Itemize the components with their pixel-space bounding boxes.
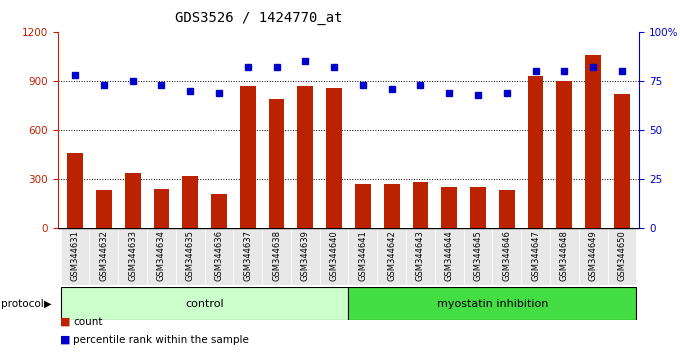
Bar <box>154 189 169 228</box>
Bar <box>550 228 579 285</box>
Bar <box>413 183 428 228</box>
Bar <box>233 228 262 285</box>
Bar <box>406 228 435 285</box>
Bar <box>124 173 141 228</box>
Bar <box>176 228 205 285</box>
Text: GSM344642: GSM344642 <box>387 230 396 281</box>
Bar <box>61 228 90 285</box>
Bar <box>326 87 342 228</box>
Bar <box>67 153 83 228</box>
Text: GDS3526 / 1424770_at: GDS3526 / 1424770_at <box>175 11 342 25</box>
Text: GSM344634: GSM344634 <box>157 230 166 281</box>
Text: myostatin inhibition: myostatin inhibition <box>437 298 548 309</box>
Text: GSM344645: GSM344645 <box>473 230 483 281</box>
Bar <box>607 228 636 285</box>
Bar <box>205 228 233 285</box>
Text: GSM344644: GSM344644 <box>445 230 454 281</box>
Bar <box>262 228 291 285</box>
Bar <box>240 86 256 228</box>
Text: GSM344638: GSM344638 <box>272 230 281 281</box>
Text: protocol: protocol <box>1 298 44 309</box>
Text: GSM344633: GSM344633 <box>128 230 137 281</box>
Text: GSM344635: GSM344635 <box>186 230 194 281</box>
Text: GSM344650: GSM344650 <box>617 230 626 281</box>
Text: count: count <box>73 317 103 327</box>
Bar <box>348 228 377 285</box>
Bar <box>528 76 543 228</box>
Bar <box>355 184 371 228</box>
Bar <box>377 228 406 285</box>
Bar <box>297 86 313 228</box>
Bar <box>435 228 464 285</box>
Bar <box>147 228 176 285</box>
Bar <box>441 187 457 228</box>
Bar <box>464 228 492 285</box>
Text: control: control <box>185 298 224 309</box>
Bar <box>499 190 515 228</box>
Bar <box>291 228 320 285</box>
Bar <box>470 187 486 228</box>
Text: ■: ■ <box>60 335 70 345</box>
Text: GSM344632: GSM344632 <box>99 230 108 281</box>
Bar <box>269 99 284 228</box>
Bar <box>492 228 521 285</box>
Bar <box>579 228 607 285</box>
Text: GSM344639: GSM344639 <box>301 230 310 281</box>
Bar <box>182 176 198 228</box>
Text: GSM344640: GSM344640 <box>330 230 339 281</box>
Bar <box>614 94 630 228</box>
Bar <box>585 55 601 228</box>
Text: GSM344643: GSM344643 <box>416 230 425 281</box>
Bar <box>118 228 147 285</box>
Text: GSM344646: GSM344646 <box>503 230 511 281</box>
Bar <box>348 287 636 320</box>
Text: GSM344637: GSM344637 <box>243 230 252 281</box>
Text: ■: ■ <box>60 317 70 327</box>
Bar <box>211 194 227 228</box>
Bar <box>90 228 118 285</box>
Bar <box>320 228 348 285</box>
Text: GSM344636: GSM344636 <box>214 230 224 281</box>
Bar <box>556 81 573 228</box>
Text: GSM344631: GSM344631 <box>71 230 80 281</box>
Text: GSM344647: GSM344647 <box>531 230 540 281</box>
Text: GSM344648: GSM344648 <box>560 230 569 281</box>
Bar <box>96 190 112 228</box>
Text: GSM344649: GSM344649 <box>589 230 598 281</box>
Text: percentile rank within the sample: percentile rank within the sample <box>73 335 250 345</box>
Text: GSM344641: GSM344641 <box>358 230 367 281</box>
Bar <box>61 287 348 320</box>
Bar <box>384 184 400 228</box>
Text: ▶: ▶ <box>44 298 52 309</box>
Bar <box>521 228 550 285</box>
